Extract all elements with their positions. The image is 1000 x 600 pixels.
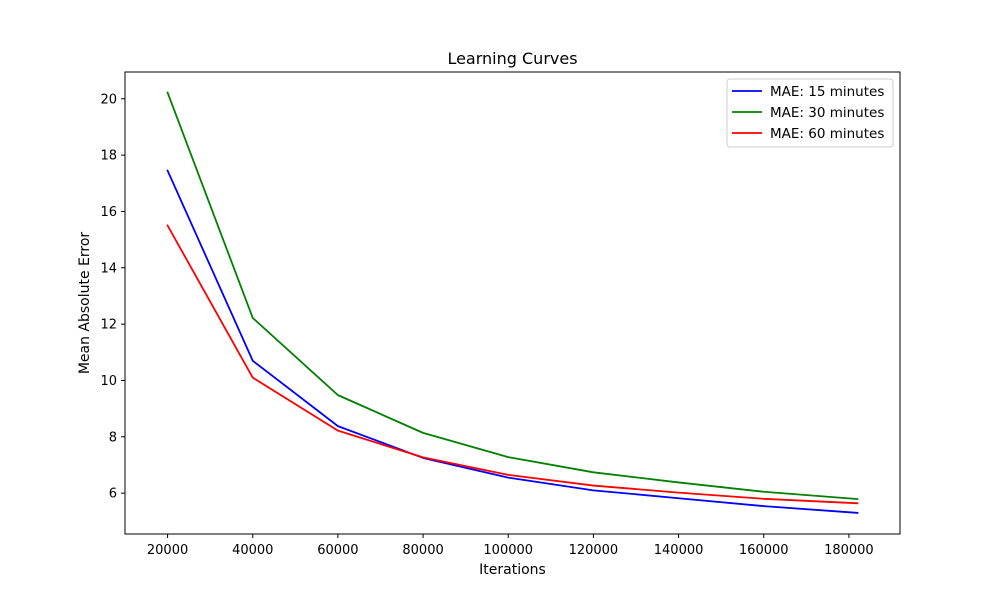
y-tick-label: 8: [109, 430, 117, 445]
x-tick-label: 80000: [402, 543, 443, 558]
legend-label: MAE: 30 minutes: [770, 105, 884, 121]
y-tick-label: 10: [100, 374, 117, 389]
y-tick-label: 20: [100, 92, 117, 107]
x-tick-label: 120000: [569, 543, 619, 558]
legend-box: [726, 78, 894, 148]
x-tick-label: 20000: [147, 543, 188, 558]
legend-label: MAE: 15 minutes: [770, 84, 884, 100]
y-axis: 6 8 10 12 14 16 18 20: [100, 92, 125, 502]
y-tick-label: 14: [100, 261, 117, 276]
y-tick-label: 6: [109, 487, 117, 502]
series-line-1: [166, 169, 859, 514]
y-tick-label: 12: [100, 318, 117, 333]
chart-title: Learning Curves: [447, 49, 577, 68]
series-line-3: [166, 224, 859, 505]
x-axis-label: Iterations: [479, 562, 546, 578]
x-tick-label: 140000: [654, 543, 704, 558]
series-layer: [166, 91, 859, 514]
x-tick-label: 40000: [232, 543, 273, 558]
y-tick-label: 18: [100, 149, 117, 164]
legend: MAE: 15 minutes MAE: 30 minutes MAE: 60 mi…: [726, 78, 894, 148]
y-tick-label: 16: [100, 205, 117, 220]
x-tick-label: 60000: [317, 543, 358, 558]
x-tick-label: 180000: [824, 543, 874, 558]
x-axis: 20000 40000 60000 80000 100000 120000 140000 16…: [147, 534, 874, 558]
series-line-2: [166, 91, 859, 501]
y-axis-label: Mean Absolute Error: [77, 232, 93, 375]
legend-label: MAE: 60 minutes: [770, 126, 884, 142]
plot-area-frame: [124, 71, 901, 535]
x-tick-label: 100000: [483, 543, 533, 558]
x-tick-label: 160000: [739, 543, 789, 558]
